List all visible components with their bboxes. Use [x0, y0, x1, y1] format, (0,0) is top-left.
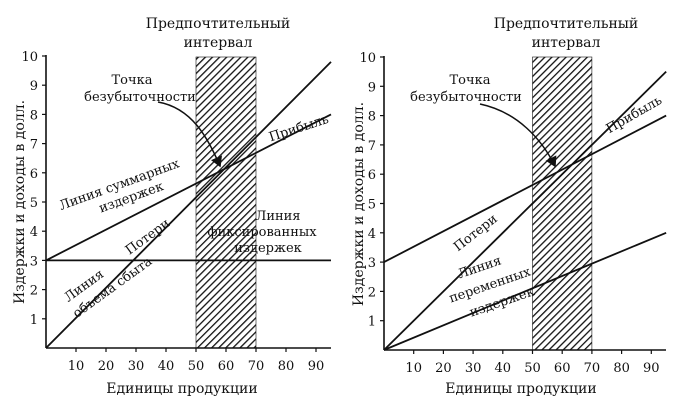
right-x-ticks: 10 20 30 40 50 60 70 80 90: [405, 350, 660, 376]
right-x-tick-label: 40: [495, 361, 512, 376]
left-x-tick-label: 80: [278, 359, 295, 374]
right-variable-cost-label: Линия переменных издержек: [447, 253, 536, 320]
right-breakeven-line1: Точка: [450, 73, 491, 88]
right-ylabel: Издержки и доходы в долл.: [351, 102, 367, 306]
left-x-tick-label: 10: [68, 359, 85, 374]
right-x-tick-label: 70: [584, 361, 601, 376]
left-y-tick-label: 7: [30, 138, 38, 153]
right-y-tick-label: 8: [368, 110, 376, 125]
right-y-tick-label: 9: [368, 80, 376, 95]
right-panel: 10 20 30 40 50 60 70 80 90 1 2 3 4 5 6 7 8 9 10 Предпочти…: [351, 16, 667, 397]
left-sales-line: [45, 61, 332, 349]
right-y-ticks: 1 2 3 4 5 6 7 8 9 10: [359, 51, 384, 330]
right-x-tick-label: 80: [613, 361, 630, 376]
left-shaded-interval: [195, 56, 257, 349]
left-x-tick-label: 40: [158, 359, 175, 374]
left-breakeven-line2: безубыточности: [84, 90, 196, 105]
right-y-tick-label: 6: [368, 168, 376, 183]
left-panel: 10 20 30 40 50 60 70 80 90 1 2 3 4 5 6 7 8 9 10 Предпочти…: [12, 16, 332, 397]
left-y-ticks: 1 2 3 4 5 6 7 8 9 10: [21, 50, 46, 328]
right-breakeven-arrow: [479, 103, 557, 168]
left-y-tick-label: 4: [30, 225, 38, 240]
right-sales-line: [383, 71, 667, 351]
left-x-ticks: 10 20 30 40 50 60 70 80 90: [68, 348, 325, 374]
right-shaded-interval: [532, 56, 593, 351]
right-x-tick-label: 20: [435, 361, 452, 376]
left-fixed-line1: Линия: [255, 209, 300, 224]
left-loss-label: Потери: [123, 216, 173, 258]
left-y-tick-label: 9: [30, 79, 38, 94]
right-profit-label: Прибыль: [604, 93, 665, 137]
left-interval-line1: Предпочтительный: [146, 16, 291, 32]
right-y-tick-label: 2: [368, 285, 376, 300]
left-y-tick-label: 5: [30, 196, 38, 211]
left-x-tick-label: 70: [248, 359, 265, 374]
left-fixed-line3: издержек: [234, 241, 302, 256]
right-xlabel: Единицы продукции: [445, 381, 596, 397]
left-x-tick-label: 50: [188, 359, 205, 374]
left-xlabel: Единицы продукции: [106, 381, 257, 397]
left-ylabel: Издержки и доходы в долл.: [12, 100, 28, 304]
left-total-cost-line: [45, 113, 332, 262]
left-breakeven-arrow: [157, 101, 222, 168]
right-y-tick-label: 7: [368, 139, 376, 154]
left-interval-line2: интервал: [184, 35, 253, 51]
left-breakeven-line1: Точка: [112, 73, 153, 88]
right-loss-label: Потери: [451, 212, 500, 255]
left-total-cost-label: Линия суммарных издержек: [57, 156, 182, 216]
left-y-tick-label: 2: [30, 284, 38, 299]
right-y-tick-label: 1: [368, 315, 376, 330]
right-y-tick-label: 5: [368, 198, 376, 213]
left-fixed-line2: фиксированных: [207, 225, 317, 240]
left-x-tick-label: 20: [98, 359, 115, 374]
right-total-cost-line: [383, 114, 667, 263]
right-y-tick-label: 3: [368, 256, 376, 271]
right-x-tick-label: 90: [643, 361, 660, 376]
right-y-tick-label: 4: [368, 227, 376, 242]
right-x-tick-label: 50: [524, 361, 541, 376]
left-y-tick-label: 1: [30, 313, 38, 328]
left-y-tick-label: 8: [30, 108, 38, 123]
left-x-tick-label: 60: [218, 359, 235, 374]
right-x-tick-label: 30: [465, 361, 482, 376]
left-x-tick-label: 90: [308, 359, 325, 374]
left-y-tick-label: 10: [21, 50, 38, 65]
right-x-tick-label: 10: [405, 361, 422, 376]
left-y-tick-label: 3: [30, 254, 38, 269]
right-interval-line1: Предпочтительный: [494, 16, 639, 32]
right-y-tick-label: 10: [359, 51, 376, 66]
left-x-tick-label: 30: [128, 359, 145, 374]
left-y-tick-label: 6: [30, 167, 38, 182]
right-x-tick-label: 60: [554, 361, 571, 376]
right-interval-line2: интервал: [532, 35, 601, 51]
right-variable-cost-line: [383, 231, 667, 351]
right-breakeven-line2: безубыточности: [410, 90, 522, 105]
